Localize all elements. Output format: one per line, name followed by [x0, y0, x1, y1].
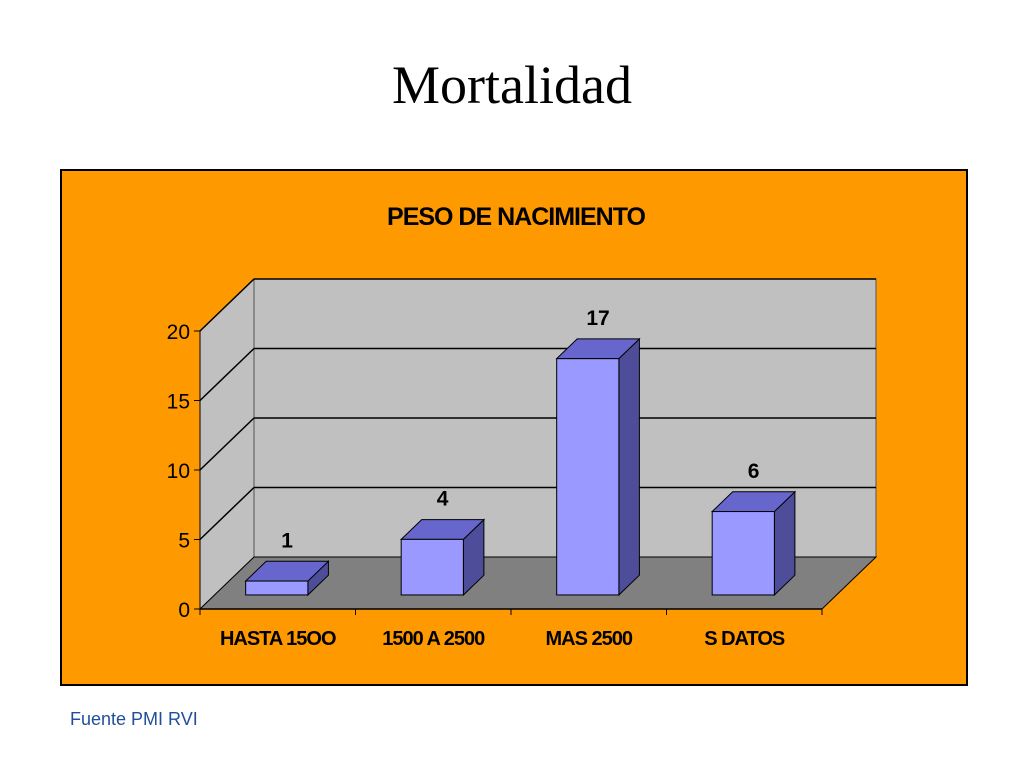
- data-label: 1: [281, 529, 293, 552]
- y-tick-label: 5: [178, 530, 190, 553]
- slide-title: Mortalidad: [392, 55, 632, 115]
- y-tick-label: 15: [167, 391, 190, 414]
- data-label: 4: [437, 488, 449, 511]
- gridline-side: [199, 347, 255, 402]
- gridline-side: [199, 486, 255, 541]
- bar: [245, 580, 309, 596]
- bar-side: [618, 337, 640, 597]
- x-tick-label: HASTA 15OO: [220, 628, 336, 650]
- chart-frame: PESO DE NACIMIENTO 0 5 10 15 20 1 HASTA 15OO 4…: [60, 169, 968, 686]
- bars: [244, 337, 797, 597]
- x-tick-label: S DATOS: [704, 628, 785, 650]
- bar: [556, 358, 620, 596]
- y-tick-label: 20: [167, 321, 190, 344]
- gridline-side: [199, 417, 255, 471]
- chart-title: PESO DE NACIMIENTO: [387, 203, 646, 231]
- x-tick-label: MAS 2500: [546, 628, 633, 650]
- y-tick-label: 10: [167, 460, 190, 483]
- bar-chart: PESO DE NACIMIENTO 0 5 10 15 20 1 HASTA 15OO 4…: [167, 203, 878, 650]
- y-tick-label: 0: [178, 599, 190, 622]
- data-label: 17: [586, 307, 609, 330]
- source-note: Fuente PMI RVI: [70, 709, 198, 729]
- x-tick-label: 1500 A 2500: [382, 628, 485, 650]
- data-label: 6: [748, 460, 760, 483]
- bar: [400, 538, 464, 596]
- axes: 0 5 10 15 20: [167, 321, 823, 622]
- bar: [711, 511, 775, 596]
- labels: 1 HASTA 15OO 4 1500 A 2500 17 MAS 2500 6 S DATO…: [220, 307, 786, 650]
- gridline-side: [199, 278, 255, 332]
